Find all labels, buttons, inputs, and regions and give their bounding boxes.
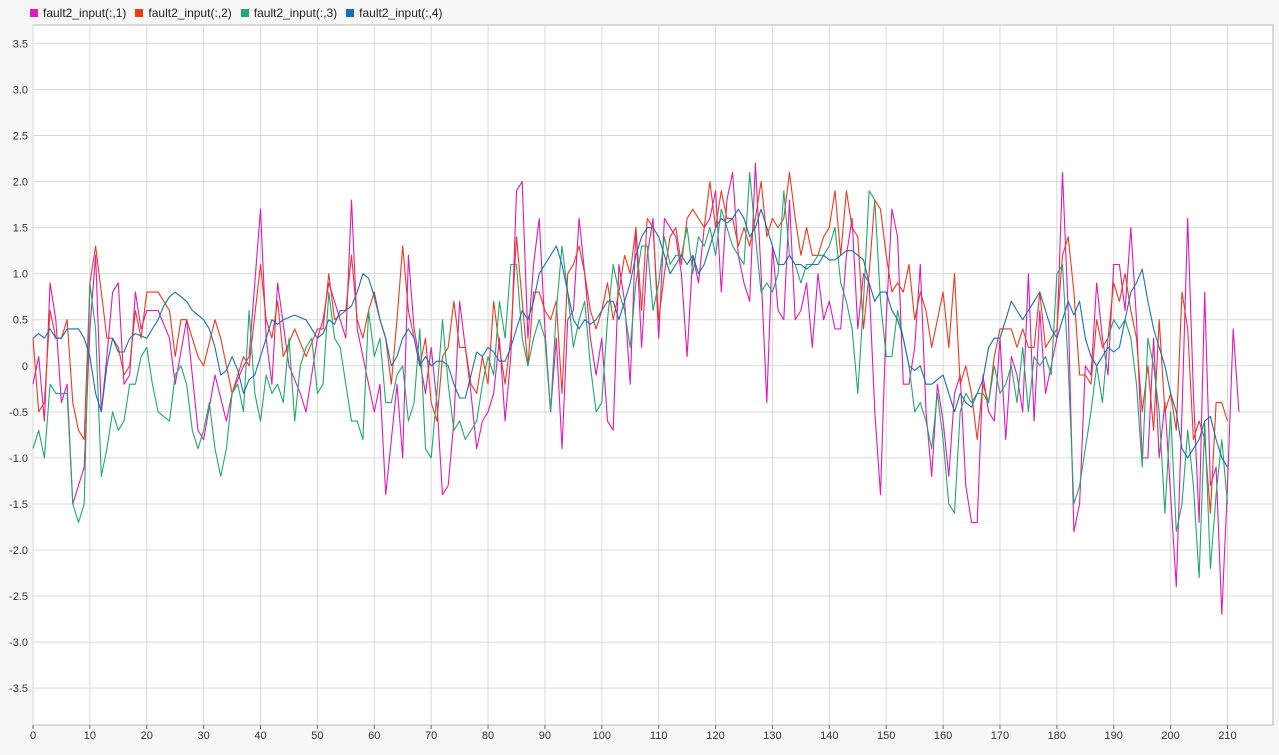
x-tick-label: 130 xyxy=(763,730,781,742)
x-tick-label: 190 xyxy=(1105,730,1123,742)
legend-item-4[interactable]: fault2_input(:,4) xyxy=(346,6,443,20)
legend-item-1[interactable]: fault2_input(:,1) xyxy=(30,6,126,20)
x-tick-label: 90 xyxy=(539,730,551,742)
x-tick-label: 10 xyxy=(84,730,96,742)
legend-label-4: fault2_input(:,4) xyxy=(359,6,443,20)
y-tick-label: 1.0 xyxy=(13,269,28,281)
legend-swatch-2 xyxy=(135,9,144,17)
y-tick-label: -3.5 xyxy=(9,683,28,695)
y-tick-label: -1.5 xyxy=(9,499,28,511)
x-tick-label: 50 xyxy=(311,730,323,742)
x-tick-label: 200 xyxy=(1161,730,1179,742)
legend-swatch-4 xyxy=(346,9,355,17)
legend-swatch-3 xyxy=(240,9,249,17)
x-tick-label: 60 xyxy=(368,730,380,742)
y-tick-label: 0.5 xyxy=(13,315,28,327)
legend-item-3[interactable]: fault2_input(:,3) xyxy=(240,6,338,20)
x-tick-label: 210 xyxy=(1218,730,1236,742)
axes: 3.5 3.0 2.5 2.0 1.5 1.0 0.5 0 -0.5 -1.0 -1.5 -2.0 -2… xyxy=(9,38,1237,742)
x-tick-label: 110 xyxy=(650,730,668,742)
legend-item-2[interactable]: fault2_input(:,2) xyxy=(135,6,232,20)
series-line-1[interactable] xyxy=(32,162,1240,616)
series-group xyxy=(32,162,1240,616)
x-tick-label: 150 xyxy=(877,730,895,742)
x-tick-label: 120 xyxy=(706,730,724,742)
x-tick-label: 80 xyxy=(482,730,494,742)
y-tick-label: -2.0 xyxy=(9,545,28,557)
y-tick-label: 1.5 xyxy=(13,223,28,235)
x-tick-label: 100 xyxy=(593,730,611,742)
legend-label-3: fault2_input(:,3) xyxy=(253,6,338,20)
y-tick-label: -1.0 xyxy=(9,453,28,465)
y-tick-label: -0.5 xyxy=(9,407,28,419)
x-tick-label: 20 xyxy=(141,730,153,742)
x-tick-label: 30 xyxy=(198,730,210,742)
x-tick-label: 70 xyxy=(425,730,437,742)
x-tick-label: 160 xyxy=(934,730,952,742)
plot-area[interactable] xyxy=(32,24,1274,726)
series-line-3[interactable] xyxy=(32,171,1229,579)
x-tick-label: 170 xyxy=(991,730,1009,742)
legend-swatch-1 xyxy=(30,9,38,17)
y-tick-label: 2.0 xyxy=(13,177,28,189)
y-tick-label: 3.5 xyxy=(13,38,28,50)
legend-label-2: fault2_input(:,2) xyxy=(148,6,232,20)
legend-label-1: fault2_input(:,1) xyxy=(43,6,127,20)
x-tick-label: 40 xyxy=(254,730,266,742)
series-line-4[interactable] xyxy=(32,208,1228,468)
x-tick-label: 0 xyxy=(30,730,36,742)
y-tick-label: 2.5 xyxy=(13,131,28,143)
y-tick-label: 0 xyxy=(22,361,28,373)
y-tick-label: -2.5 xyxy=(9,591,28,603)
x-tick-label: 180 xyxy=(1048,730,1066,742)
y-tick-label: 3.0 xyxy=(13,84,28,96)
y-tick-label: -3.0 xyxy=(9,637,28,649)
legend: fault2_input(:,1) fault2_input(:,2) faul… xyxy=(30,5,443,21)
x-tick-label: 140 xyxy=(820,730,838,742)
